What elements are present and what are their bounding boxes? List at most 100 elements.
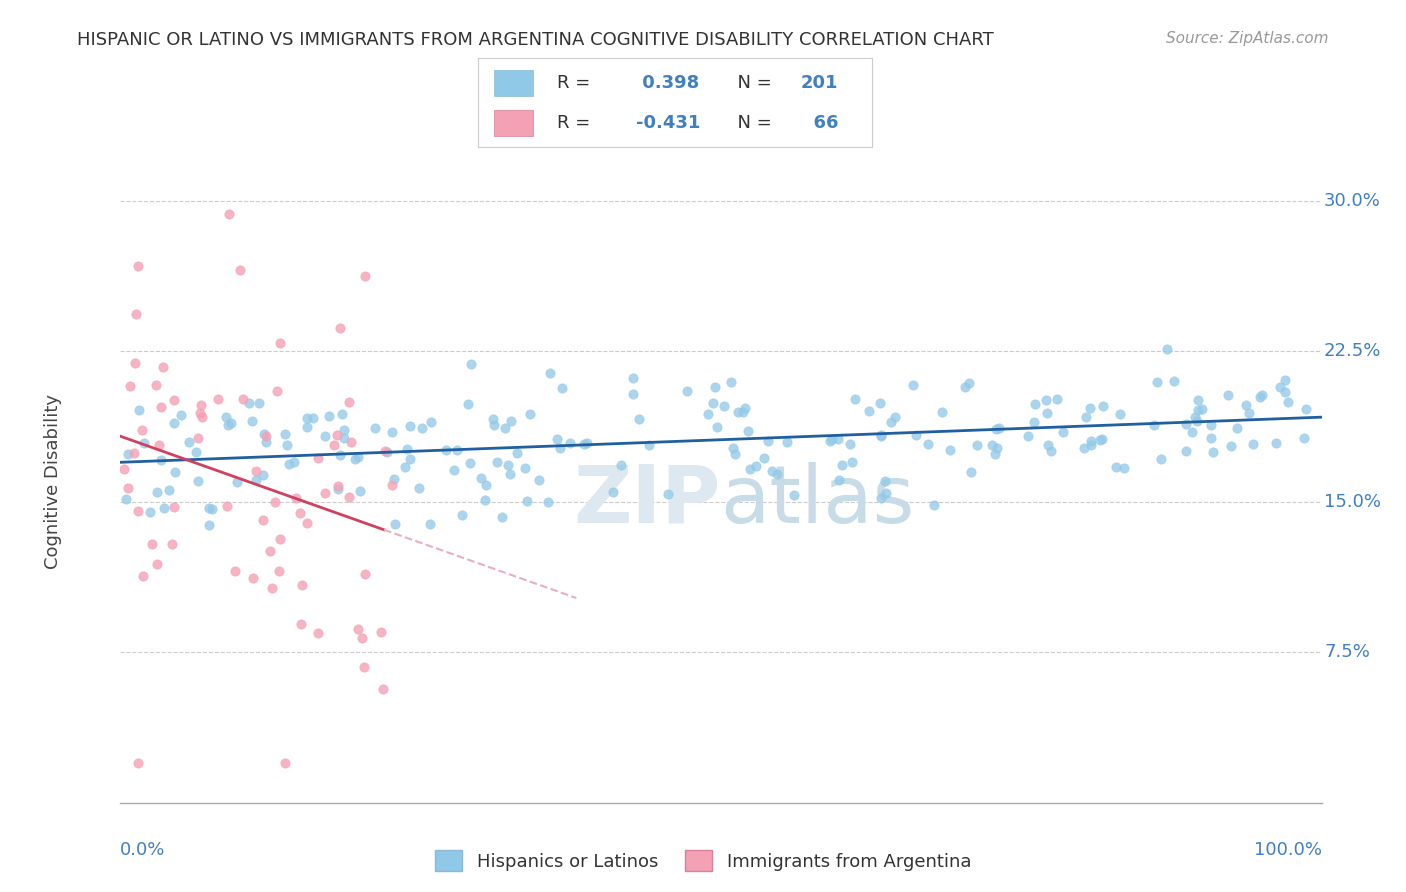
- Point: [1040, 444, 1063, 458]
- Point: [537, 494, 560, 508]
- Point: [290, 616, 312, 631]
- Text: 30.0%: 30.0%: [1324, 192, 1381, 210]
- Point: [939, 442, 962, 457]
- Point: [1017, 429, 1039, 443]
- Point: [276, 437, 298, 451]
- Point: [139, 505, 162, 519]
- Point: [352, 632, 374, 646]
- Point: [880, 415, 903, 429]
- Point: [516, 493, 538, 508]
- Point: [696, 408, 718, 422]
- Point: [179, 435, 201, 450]
- Point: [238, 396, 260, 410]
- Point: [332, 431, 354, 445]
- Point: [740, 462, 762, 476]
- Point: [491, 509, 513, 524]
- Text: 15.0%: 15.0%: [1324, 492, 1381, 511]
- Point: [242, 571, 264, 585]
- Point: [122, 446, 145, 460]
- Point: [344, 452, 367, 467]
- Point: [1295, 402, 1317, 417]
- Point: [337, 394, 360, 409]
- Point: [706, 419, 728, 434]
- Point: [515, 461, 537, 475]
- Point: [1078, 401, 1101, 416]
- Point: [162, 536, 184, 550]
- Point: [752, 450, 775, 465]
- Point: [959, 465, 981, 479]
- Point: [434, 443, 457, 458]
- Point: [499, 467, 522, 482]
- Point: [884, 410, 907, 425]
- Point: [252, 427, 274, 442]
- Point: [381, 425, 404, 439]
- Point: [146, 485, 169, 500]
- Point: [984, 422, 1007, 436]
- Point: [506, 445, 529, 459]
- Point: [128, 402, 150, 417]
- Point: [1184, 409, 1206, 424]
- Point: [727, 405, 749, 419]
- Point: [240, 414, 263, 428]
- Point: [986, 442, 1008, 456]
- Point: [443, 463, 465, 477]
- Point: [131, 568, 153, 582]
- Point: [347, 623, 370, 637]
- Point: [966, 438, 988, 452]
- Point: [1091, 432, 1114, 446]
- Point: [274, 756, 297, 770]
- Point: [381, 477, 404, 491]
- Point: [1249, 390, 1271, 404]
- Point: [984, 447, 1007, 461]
- Text: 66: 66: [801, 114, 838, 132]
- Point: [657, 486, 679, 500]
- Point: [627, 412, 650, 426]
- Text: -0.431: -0.431: [636, 114, 700, 132]
- Point: [229, 263, 252, 277]
- Point: [399, 452, 422, 467]
- Text: atlas: atlas: [720, 462, 915, 540]
- Point: [364, 421, 387, 435]
- Point: [411, 421, 433, 435]
- Point: [828, 473, 851, 487]
- Point: [207, 392, 229, 406]
- Point: [262, 581, 284, 595]
- Point: [869, 428, 891, 442]
- Point: [184, 444, 207, 458]
- Point: [252, 467, 274, 482]
- Point: [226, 475, 249, 489]
- Point: [419, 415, 441, 429]
- Point: [384, 517, 406, 532]
- Point: [474, 478, 496, 492]
- Point: [1073, 441, 1095, 455]
- Point: [724, 447, 747, 461]
- Point: [482, 412, 505, 426]
- Point: [329, 449, 352, 463]
- Point: [1146, 375, 1168, 389]
- Point: [141, 537, 163, 551]
- Point: [419, 517, 441, 532]
- Point: [127, 504, 149, 518]
- Point: [1105, 459, 1128, 474]
- Point: [254, 435, 277, 450]
- Point: [1091, 400, 1114, 414]
- Point: [1270, 380, 1292, 394]
- Point: [733, 405, 755, 419]
- Point: [1201, 444, 1223, 458]
- Point: [254, 429, 277, 443]
- Point: [353, 660, 375, 674]
- Text: HISPANIC OR LATINO VS IMMIGRANTS FROM ARGENTINA COGNITIVE DISABILITY CORRELATION: HISPANIC OR LATINO VS IMMIGRANTS FROM AR…: [77, 31, 994, 49]
- Point: [302, 410, 325, 425]
- Text: 22.5%: 22.5%: [1324, 343, 1382, 360]
- Text: 100.0%: 100.0%: [1254, 841, 1322, 859]
- Point: [931, 405, 953, 419]
- Point: [875, 486, 897, 500]
- Point: [1187, 403, 1209, 417]
- Point: [373, 681, 395, 696]
- Point: [761, 464, 783, 478]
- Point: [870, 491, 893, 505]
- Point: [408, 481, 430, 495]
- Point: [519, 408, 541, 422]
- Point: [396, 442, 419, 456]
- Point: [134, 435, 156, 450]
